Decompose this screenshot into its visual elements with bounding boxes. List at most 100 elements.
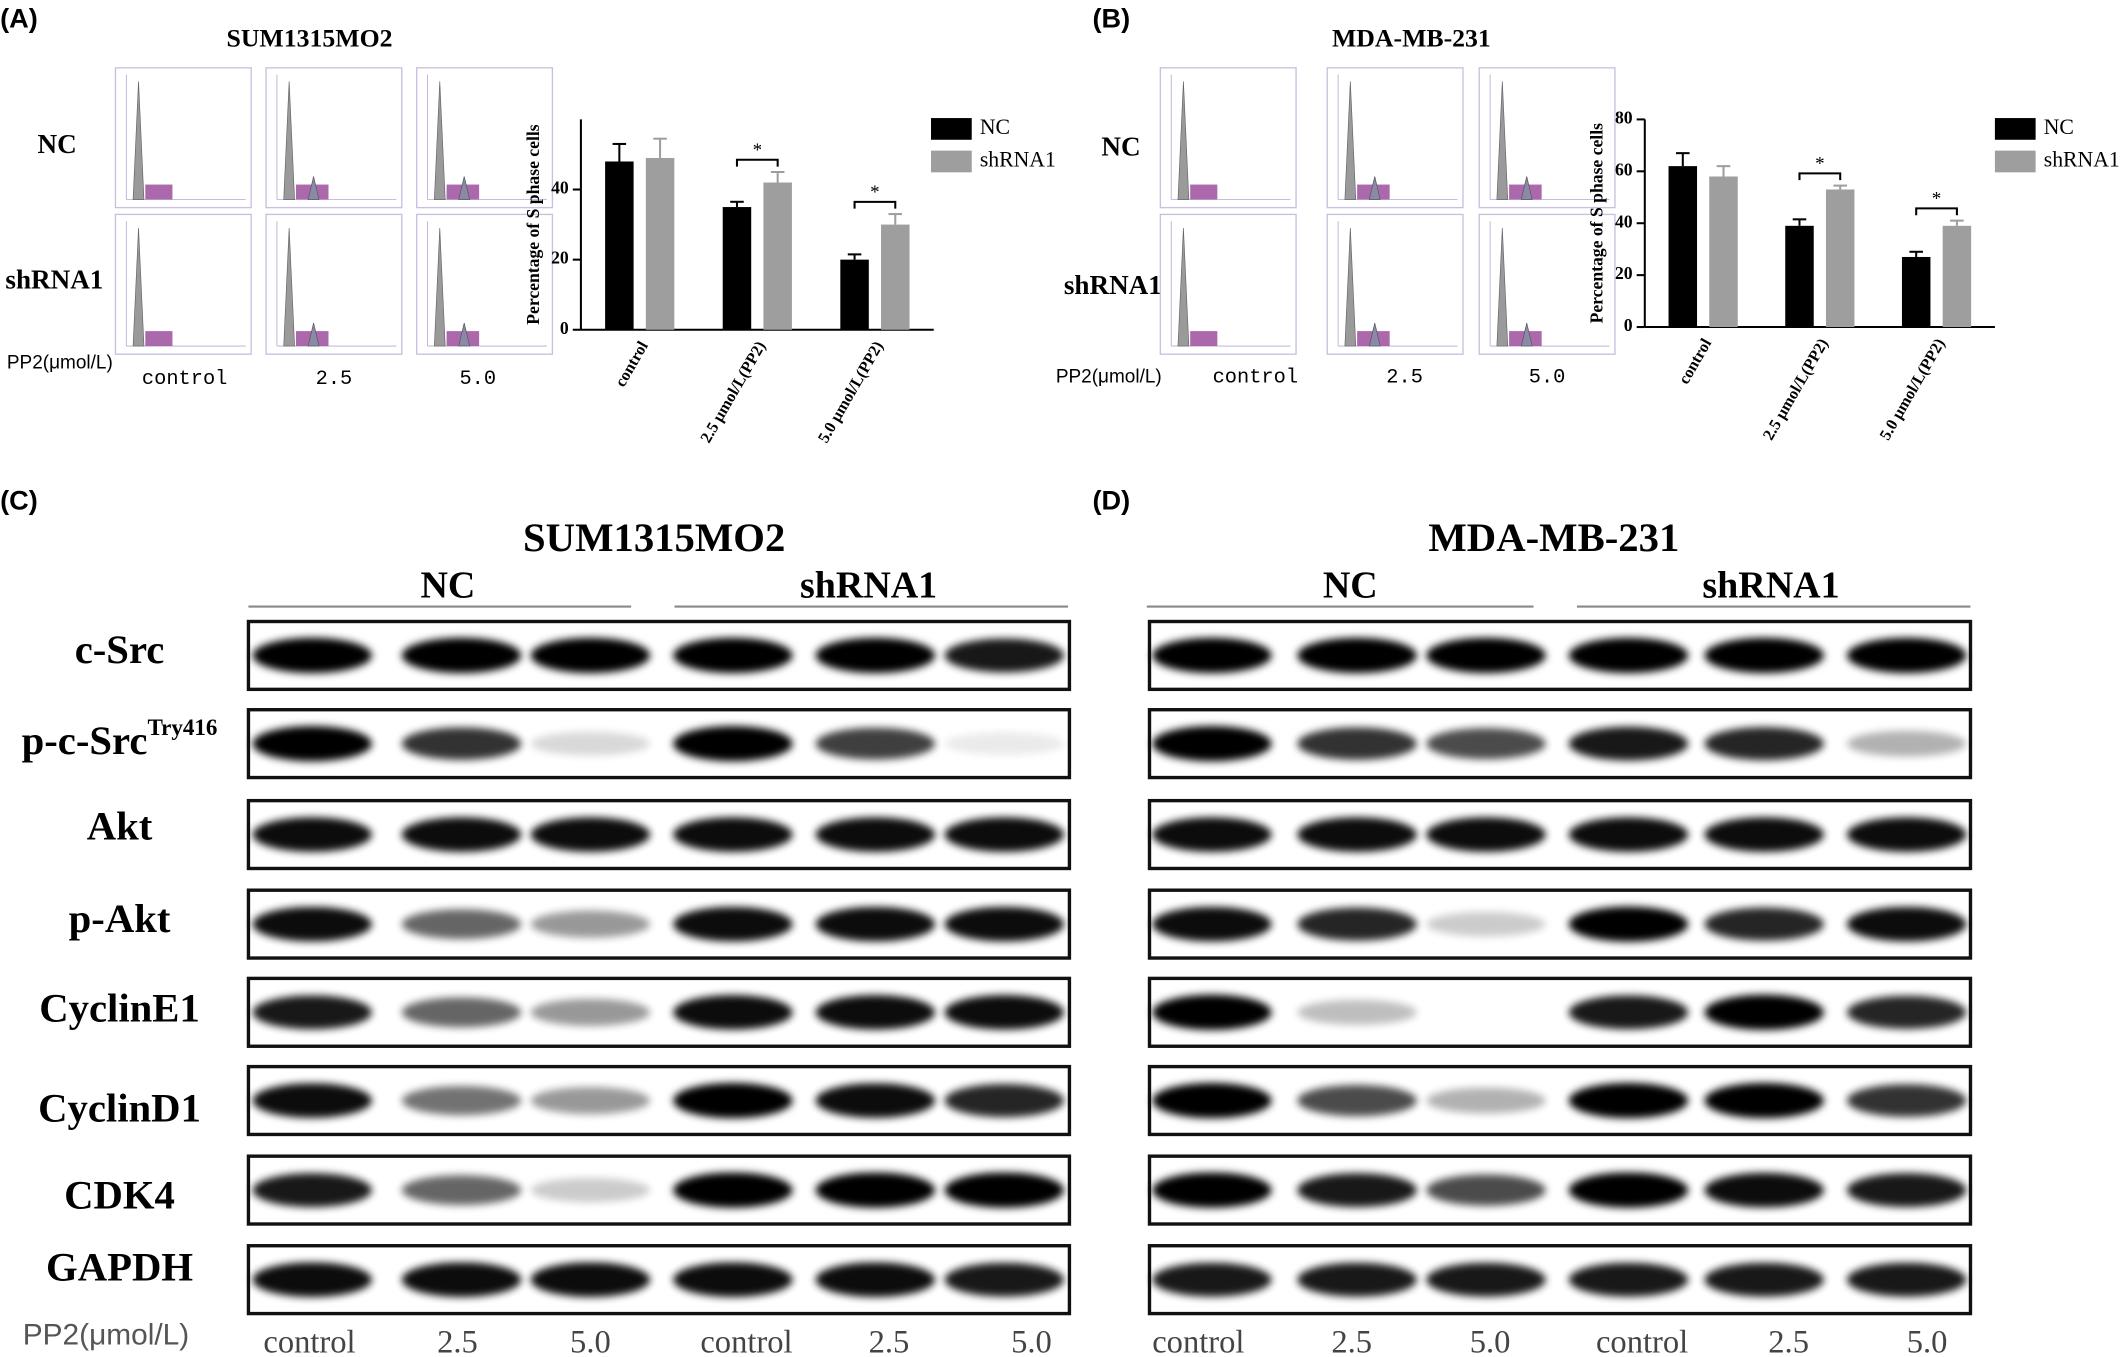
band: [530, 731, 651, 756]
blot-frame: [1147, 708, 1973, 780]
legend-swatch: [931, 118, 972, 140]
band: [1426, 637, 1546, 674]
band: [944, 1262, 1064, 1297]
blot-frame: [1147, 619, 1973, 692]
band: [673, 1082, 793, 1119]
legend-label: NC: [980, 115, 1010, 139]
band: [1426, 728, 1546, 760]
y-axis-label: Percentage of S phase cells: [523, 124, 543, 325]
significance-bracket: [735, 158, 779, 167]
row-label: shRNA1: [5, 264, 103, 294]
band: [1152, 906, 1272, 942]
band: [252, 1083, 372, 1118]
bar: [1942, 225, 1972, 328]
bar: [1901, 256, 1931, 328]
band: [1426, 1262, 1546, 1297]
g2-peak: [1368, 322, 1381, 347]
band: [1704, 1262, 1824, 1297]
band: [673, 995, 793, 1030]
s-phase-fill: [1190, 331, 1218, 347]
band: [815, 995, 936, 1030]
blot-frame: [1147, 798, 1973, 871]
y-axis-label: Percentage of S phase cells: [1587, 123, 1607, 324]
band: [815, 727, 936, 760]
y-tick-label: 20: [1615, 263, 1633, 283]
panel-letter: (C): [0, 484, 38, 515]
band: [673, 1262, 793, 1297]
g2-peak: [307, 176, 320, 200]
panel-title: SUM1315MO2: [523, 515, 785, 560]
protein-name: p-Akt: [69, 896, 171, 941]
s-phase-fill: [1190, 184, 1218, 200]
band: [1297, 1173, 1417, 1208]
group-label: shRNA1: [800, 565, 937, 607]
lane-label: 5.0: [1470, 1324, 1511, 1357]
band: [1704, 1172, 1824, 1208]
g1-peak: [433, 81, 446, 200]
legend-swatch: [1994, 150, 2036, 173]
protein-name: Akt: [87, 804, 153, 849]
band: [530, 817, 651, 852]
bar: [1785, 225, 1814, 328]
protein-label: CyclinD1: [38, 1086, 201, 1131]
band: [252, 906, 372, 942]
significance-bracket: [1798, 172, 1842, 181]
column-label: 5.0: [1529, 367, 1566, 390]
band: [1426, 911, 1546, 937]
g2-peak: [458, 322, 471, 347]
significance-mark: *: [1932, 189, 1942, 210]
band: [401, 909, 522, 940]
g2-peak: [1520, 176, 1533, 200]
column-label: control: [1213, 367, 1298, 390]
band: [1568, 1172, 1689, 1208]
band: [1704, 907, 1824, 941]
band: [815, 1262, 936, 1297]
band: [530, 910, 651, 938]
protein-label: p-Akt: [69, 896, 171, 941]
band: [401, 727, 522, 760]
band: [252, 1262, 372, 1297]
bar: [763, 182, 792, 330]
band: [944, 817, 1064, 852]
band: [1568, 726, 1689, 761]
y-tick-label: 40: [551, 178, 569, 198]
row-label: shRNA1: [1064, 270, 1162, 300]
band: [673, 725, 793, 762]
band: [1846, 730, 1967, 757]
y-tick-label: 20: [551, 248, 569, 268]
bar: [645, 157, 675, 330]
row-label: NC: [1101, 132, 1140, 162]
significance-mark: *: [1815, 154, 1825, 175]
band: [1704, 637, 1824, 674]
band: [1704, 817, 1824, 852]
lane-label: 2.5: [437, 1324, 478, 1357]
blot-frame: [1147, 1244, 1973, 1316]
band: [1704, 994, 1824, 1030]
band: [252, 1173, 372, 1208]
protein-label: CDK4: [64, 1173, 175, 1218]
g1-peak: [283, 227, 295, 347]
band: [1297, 1262, 1417, 1297]
band: [1152, 1082, 1272, 1119]
significance-mark: *: [753, 140, 763, 161]
band: [1152, 1262, 1272, 1297]
s-phase-fill: [145, 331, 173, 347]
protein-name: CyclinE1: [39, 986, 200, 1031]
g2-peak: [1520, 322, 1533, 347]
y-tick-label: 80: [1615, 107, 1633, 127]
group-label: NC: [420, 565, 475, 607]
bar: [605, 161, 634, 330]
band: [1704, 727, 1824, 761]
band: [1426, 1087, 1546, 1114]
g1-peak: [433, 227, 446, 347]
g1-peak: [283, 81, 295, 200]
column-label: 2.5: [316, 368, 353, 391]
band: [401, 1085, 522, 1116]
g1-peak: [132, 81, 145, 200]
y-tick-label: 0: [560, 318, 569, 338]
lane-label: control: [1152, 1324, 1244, 1357]
band: [1568, 1082, 1689, 1119]
protein-superscript: Try416: [147, 714, 217, 740]
band: [1152, 994, 1272, 1030]
group-label: shRNA1: [1702, 565, 1839, 607]
